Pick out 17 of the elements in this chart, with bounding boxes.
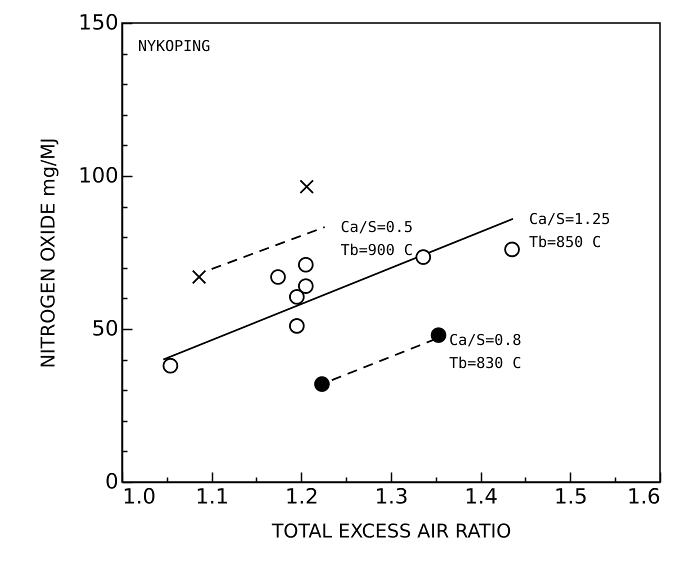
y-tick-label: 50 — [92, 316, 118, 340]
series-label: Ca/S=0.8 Tb=830 C — [449, 331, 522, 372]
x-tick-label: 1.1 — [195, 484, 229, 508]
x-tick-label: 1.5 — [554, 484, 588, 508]
x-tick-label: 1.4 — [464, 484, 498, 508]
x-tick-label: 1.3 — [374, 484, 408, 508]
y-tick-label: 0 — [105, 470, 118, 494]
x-axis-title: TOTAL EXCESS AIR RATIO — [270, 520, 512, 542]
x-tick-label: 1.6 — [627, 484, 660, 508]
y-axis-title: NITROGEN OXIDE mg/MJ — [37, 138, 60, 368]
series-label: Ca/S=1.25 Tb=850 C — [528, 210, 610, 251]
x-tick-label: 1.2 — [285, 484, 319, 508]
y-tick-label: 150 — [78, 10, 118, 34]
y-tick-label: 100 — [78, 164, 118, 188]
annotation: NYKOPING — [138, 37, 210, 55]
series-label: Ca/S=0.5 Tb=900 C — [340, 218, 413, 260]
x-tick-label: 1.0 — [122, 484, 156, 508]
